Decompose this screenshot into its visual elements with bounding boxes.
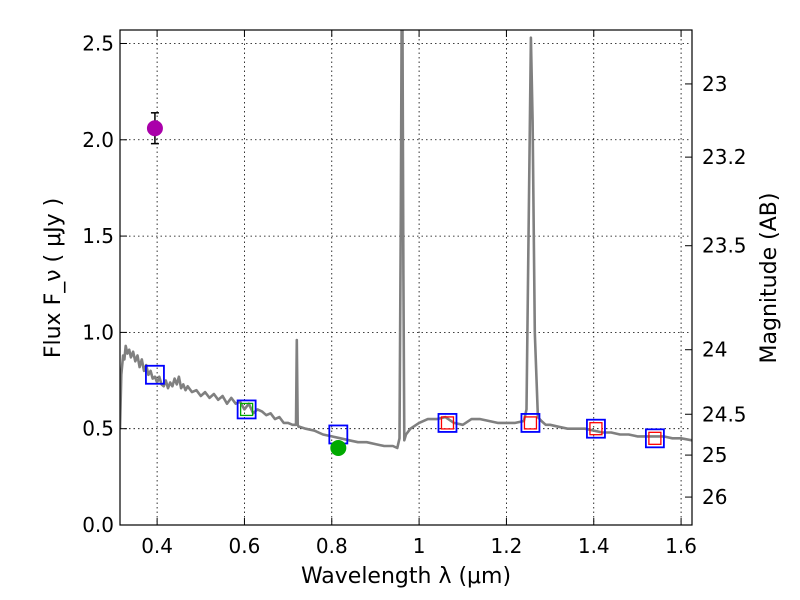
x-tick-label: 1 [413,534,426,558]
magnitude-tick-label: 24.5 [702,402,747,426]
red-small-square [440,416,455,430]
model-photometry-square [437,413,458,433]
red-small-square [648,431,662,445]
red-small-square [589,422,603,436]
y-axis-title-left: Flux F_ν ( μJy ) [41,198,66,358]
clipped-series [120,30,692,456]
x-tick-label: 1.2 [491,534,523,558]
magenta-point [146,120,163,137]
magnitude-tick-label: 24 [702,338,727,362]
x-tick-label: 0.8 [316,534,348,558]
model-photometry-square [520,413,541,433]
model-photometry-square [644,428,665,449]
x-tick-label: 0.4 [141,534,173,558]
y-tick-label: 0.5 [82,417,114,441]
sed-model-line [120,30,692,450]
magnitude-tick-label: 23 [702,72,727,96]
y-tick-label: 0.0 [82,513,114,537]
y-tick-label: 1.5 [82,224,114,248]
plot-area [120,30,692,456]
model-photometry-square [586,418,606,439]
magnitude-tick-label: 25 [702,443,727,467]
x-tick-label: 0.6 [229,534,261,558]
green-point [330,439,347,456]
y-tick-label: 1.0 [82,320,114,344]
grid-lines [120,30,692,526]
magnitude-tick-label: 23.2 [702,145,747,169]
model-photometry-square [236,399,257,420]
red-small-square [523,416,538,430]
x-tick-label: 1.4 [578,534,610,558]
green-small-square [239,402,254,417]
axes-frame [119,29,693,526]
x-tick-label: 1.6 [665,534,697,558]
axis-ticks: 0.4 0.6 0.8 1 1.2 1.4 1.6 0.0 0.5 1.0 1.5 2.0 2.5 23 2… [82,30,747,558]
y-tick-label: 2.5 [82,31,114,55]
y-tick-label: 2.0 [82,128,114,152]
magnitude-tick-label: 23.5 [702,234,747,258]
x-axis-title: Wavelength λ (μm) [301,564,511,589]
magnitude-tick-label: 26 [702,485,727,509]
model-photometry-square [145,364,165,385]
y-axis-title-right: Magnitude (AB) [757,193,782,364]
